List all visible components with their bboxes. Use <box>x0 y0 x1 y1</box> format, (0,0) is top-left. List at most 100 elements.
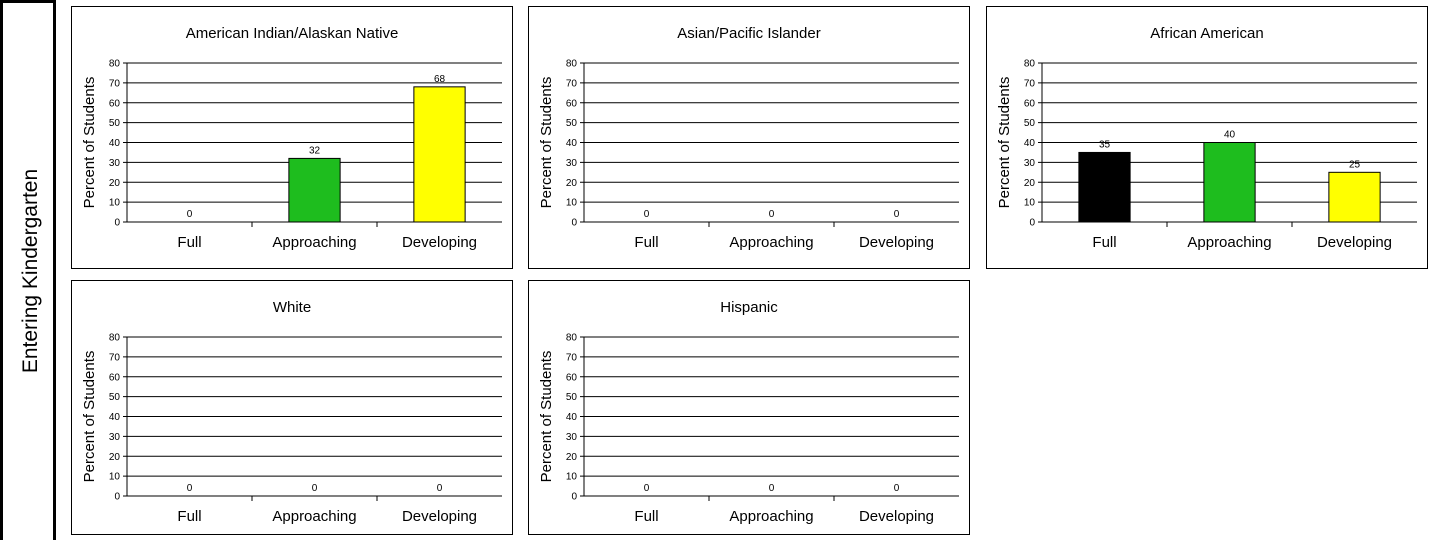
x-tick-label: Approaching <box>1187 234 1271 251</box>
data-label: 0 <box>894 483 900 494</box>
bar-approaching <box>288 157 341 223</box>
y-tick-label: 80 <box>109 333 121 344</box>
x-tick-label: Developing <box>859 508 934 525</box>
side-label: Entering Kindergarten <box>19 168 42 374</box>
x-tick-label: Approaching <box>729 234 813 251</box>
y-axis-label: Percent of Students <box>81 77 98 209</box>
y-tick-label: 60 <box>109 98 121 109</box>
y-tick-label: 70 <box>1024 78 1036 89</box>
y-tick-label: 40 <box>109 412 121 423</box>
chart-panel-hispanic: Hispanic Percent of Students 0 10 20 30 40 50 60… <box>528 280 970 535</box>
bar-approaching <box>1203 142 1256 223</box>
y-tick-label: 20 <box>109 178 121 189</box>
chart-panel-african-american: African American Percent of Students 0 10 20… <box>986 6 1428 269</box>
y-tick-label: 40 <box>566 138 578 149</box>
y-tick-label: 50 <box>566 392 578 403</box>
chart-white: White Percent of Students 0 10 20 30 40 50 60 70 8… <box>81 299 502 525</box>
y-tick-label: 50 <box>1024 118 1036 129</box>
y-tick-label: 0 <box>1029 218 1035 229</box>
data-label: 0 <box>769 483 775 494</box>
y-tick-label: 80 <box>566 59 578 70</box>
chart-panel-asian-pacific: Asian/Pacific Islander Percent of Student… <box>528 6 970 269</box>
y-tick-label: 0 <box>571 492 577 503</box>
bar-full <box>1078 151 1131 223</box>
y-tick-label: 40 <box>566 412 578 423</box>
x-tick-label: Full <box>177 508 201 525</box>
y-tick-label: 80 <box>566 333 578 344</box>
x-tick-label: Full <box>634 234 658 251</box>
x-tick-label: Developing <box>1317 234 1392 251</box>
y-tick-label: 70 <box>566 352 578 363</box>
chart-title: Asian/Pacific Islander <box>677 25 820 42</box>
chart-title: African American <box>1150 25 1263 42</box>
y-tick-label: 10 <box>566 198 578 209</box>
x-tick-label: Full <box>634 508 658 525</box>
x-tick-label: Approaching <box>729 508 813 525</box>
data-label: 0 <box>769 209 775 220</box>
y-tick-label: 20 <box>109 452 121 463</box>
chart-title: Hispanic <box>720 299 778 316</box>
y-tick-label: 40 <box>1024 138 1036 149</box>
y-tick-label: 50 <box>566 118 578 129</box>
y-tick-label: 50 <box>109 118 121 129</box>
y-axis-label: Percent of Students <box>81 351 98 483</box>
bar-developing <box>413 86 466 223</box>
x-tick-label: Full <box>177 234 201 251</box>
y-tick-label: 60 <box>1024 98 1036 109</box>
y-tick-label: 40 <box>109 138 121 149</box>
chart-american-indian-alaskan-native: American Indian/Alaskan Native Percent of… <box>81 25 502 251</box>
chart-african-american: African American Percent of Students 0 10 20… <box>996 25 1417 251</box>
y-tick-label: 30 <box>109 432 121 443</box>
chart-asian-pacific-islander: Asian/Pacific Islander Percent of Student… <box>538 25 959 251</box>
y-axis-label: Percent of Students <box>538 351 555 483</box>
data-label: 32 <box>309 145 321 156</box>
data-label: 25 <box>1349 159 1361 170</box>
y-tick-label: 80 <box>109 59 121 70</box>
y-tick-label: 30 <box>566 432 578 443</box>
side-label-box: Entering Kindergarten <box>0 0 56 540</box>
data-label: 40 <box>1224 130 1236 141</box>
y-tick-label: 80 <box>1024 59 1036 70</box>
y-tick-label: 10 <box>1024 198 1036 209</box>
data-label: 0 <box>187 483 193 494</box>
y-tick-label: 60 <box>566 372 578 383</box>
x-tick-label: Full <box>1092 234 1116 251</box>
y-tick-label: 70 <box>566 78 578 89</box>
y-axis-label: Percent of Students <box>538 77 555 209</box>
chart-title: White <box>273 299 311 316</box>
y-tick-label: 20 <box>1024 178 1036 189</box>
x-tick-label: Developing <box>859 234 934 251</box>
chart-panel-american-indian: American Indian/Alaskan Native Percent of… <box>71 6 513 269</box>
data-label: 35 <box>1099 139 1111 150</box>
y-tick-label: 60 <box>109 372 121 383</box>
chart-hispanic: Hispanic Percent of Students 0 10 20 30 40 50 60… <box>538 299 959 525</box>
y-tick-label: 0 <box>114 218 120 229</box>
y-tick-label: 20 <box>566 452 578 463</box>
chart-title: American Indian/Alaskan Native <box>186 25 399 42</box>
y-axis-label: Percent of Students <box>996 77 1013 209</box>
y-tick-label: 60 <box>566 98 578 109</box>
data-label: 0 <box>312 483 318 494</box>
x-tick-label: Developing <box>402 508 477 525</box>
chart-panel-white: White Percent of Students 0 10 20 30 40 50 60 70 8… <box>71 280 513 535</box>
y-tick-label: 10 <box>109 472 121 483</box>
bar-developing <box>1328 171 1381 223</box>
data-label: 0 <box>437 483 443 494</box>
data-label: 0 <box>187 209 193 220</box>
y-tick-label: 30 <box>109 158 121 169</box>
y-tick-label: 30 <box>566 158 578 169</box>
x-tick-label: Approaching <box>272 508 356 525</box>
y-tick-label: 10 <box>109 198 121 209</box>
y-tick-label: 50 <box>109 392 121 403</box>
y-tick-label: 30 <box>1024 158 1036 169</box>
x-tick-label: Developing <box>402 234 477 251</box>
y-tick-label: 10 <box>566 472 578 483</box>
y-tick-label: 20 <box>566 178 578 189</box>
y-tick-label: 70 <box>109 352 121 363</box>
y-tick-label: 0 <box>114 492 120 503</box>
data-label: 68 <box>434 74 446 85</box>
y-tick-label: 0 <box>571 218 577 229</box>
data-label: 0 <box>644 483 650 494</box>
data-label: 0 <box>644 209 650 220</box>
data-label: 0 <box>894 209 900 220</box>
